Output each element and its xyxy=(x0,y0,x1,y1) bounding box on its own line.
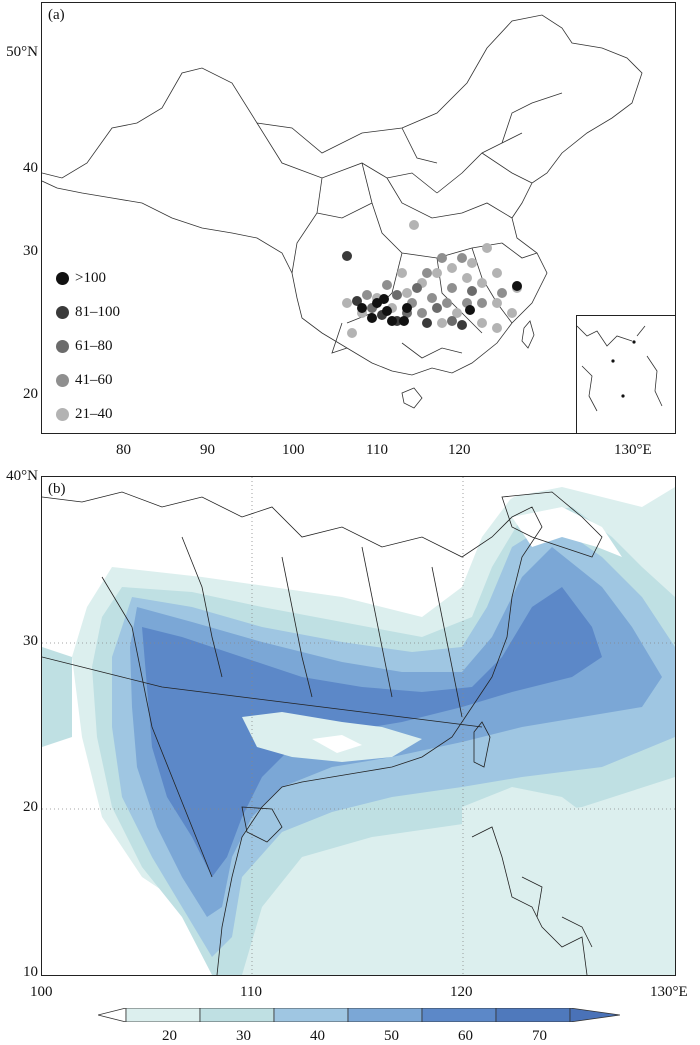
colorbar-segment xyxy=(125,1008,201,1022)
y-tick-panel-a: 20 xyxy=(23,386,38,402)
y-tick-panel-b: 20 xyxy=(23,799,38,815)
y-tick-panel-b: 40°N xyxy=(6,468,38,484)
legend-dot-icon xyxy=(56,305,69,319)
legend-label: 61–80 xyxy=(75,337,113,354)
colorbar-segment xyxy=(347,1008,423,1022)
legend-dot-icon xyxy=(56,271,69,285)
legend-label: 21–40 xyxy=(75,405,113,422)
colorbar-tick: 30 xyxy=(236,1028,251,1044)
y-tick-panel-b: 30 xyxy=(23,633,38,649)
china-boundary-map xyxy=(42,14,643,409)
legend-item: 81–100 xyxy=(56,295,120,329)
panel-a-label: (a) xyxy=(48,7,65,23)
colorbar-segment xyxy=(273,1008,349,1022)
y-tick-panel-b: 10 xyxy=(23,964,38,980)
x-tick-panel-a: 130°E xyxy=(614,442,652,458)
colorbar-segment xyxy=(421,1008,497,1022)
legend-item: 41–60 xyxy=(56,363,120,397)
colorbar xyxy=(98,1008,620,1022)
colorbar-tick: 70 xyxy=(532,1028,547,1044)
legend-label: 81–100 xyxy=(75,303,120,320)
x-tick-panel-b: 100 xyxy=(30,984,53,1000)
contour-field xyxy=(42,477,675,975)
x-tick-panel-a: 90 xyxy=(200,442,215,458)
x-tick-panel-b: 110 xyxy=(240,984,262,1000)
colorbar-tick: 40 xyxy=(310,1028,325,1044)
y-tick-panel-a: 40 xyxy=(23,160,38,176)
station-dots xyxy=(342,220,522,338)
legend-item: 21–40 xyxy=(56,397,120,431)
inset-map xyxy=(577,325,663,412)
x-tick-panel-b: 130°E xyxy=(650,984,688,1000)
legend-dot-icon xyxy=(56,407,69,421)
x-tick-panel-a: 100 xyxy=(282,442,305,458)
panel-b-contour-map: (b) xyxy=(41,476,676,976)
colorbar-tick: 50 xyxy=(384,1028,399,1044)
colorbar-tick: 20 xyxy=(162,1028,177,1044)
south-china-sea-inset xyxy=(576,315,675,433)
colorbar-upper-arrow xyxy=(569,1008,620,1022)
colorbar-segment xyxy=(495,1008,571,1022)
colorbar-lower-arrow xyxy=(98,1008,127,1022)
legend-panel-a: >100 81–100 61–80 41–60 21–40 xyxy=(56,261,120,431)
y-tick-panel-a: 50°N xyxy=(6,44,38,60)
legend-item: 61–80 xyxy=(56,329,120,363)
legend-dot-icon xyxy=(56,339,69,353)
legend-label: 41–60 xyxy=(75,371,113,388)
colorbar-tick: 60 xyxy=(458,1028,473,1044)
legend-item: >100 xyxy=(56,261,120,295)
panel-b-label: (b) xyxy=(48,481,66,497)
legend-dot-icon xyxy=(56,373,69,387)
panel-a-station-map: (a) xyxy=(41,2,676,434)
x-tick-panel-a: 80 xyxy=(116,442,131,458)
x-tick-panel-b: 120 xyxy=(450,984,473,1000)
y-tick-panel-a: 30 xyxy=(23,243,38,259)
x-tick-panel-a: 120 xyxy=(448,442,471,458)
legend-label: >100 xyxy=(75,269,106,286)
colorbar-segment xyxy=(199,1008,275,1022)
x-tick-panel-a: 110 xyxy=(366,442,388,458)
